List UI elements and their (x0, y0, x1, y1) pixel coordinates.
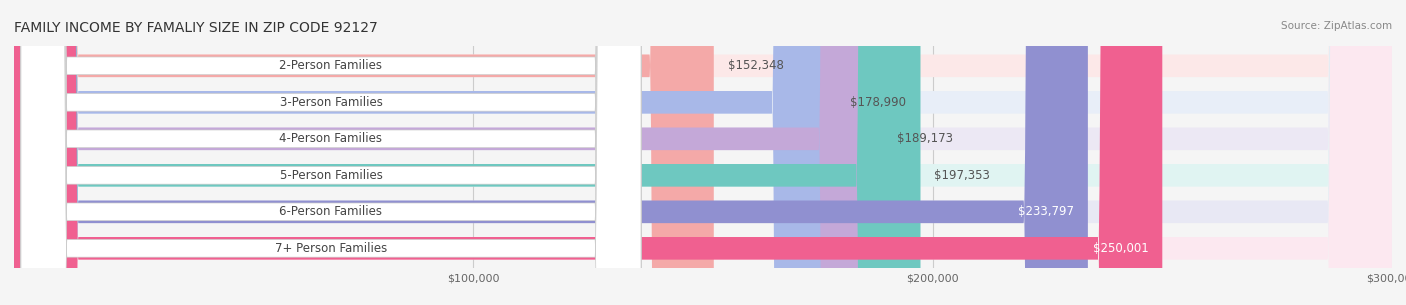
Text: $233,797: $233,797 (1018, 205, 1074, 218)
Text: 7+ Person Families: 7+ Person Families (274, 242, 387, 255)
FancyBboxPatch shape (14, 0, 1163, 305)
FancyBboxPatch shape (14, 0, 883, 305)
FancyBboxPatch shape (14, 0, 1392, 305)
FancyBboxPatch shape (14, 0, 714, 305)
Text: 6-Person Families: 6-Person Families (280, 205, 382, 218)
Text: FAMILY INCOME BY FAMALIY SIZE IN ZIP CODE 92127: FAMILY INCOME BY FAMALIY SIZE IN ZIP COD… (14, 21, 378, 35)
FancyBboxPatch shape (14, 0, 1088, 305)
FancyBboxPatch shape (14, 0, 1392, 305)
FancyBboxPatch shape (21, 0, 641, 305)
Text: 5-Person Families: 5-Person Families (280, 169, 382, 182)
FancyBboxPatch shape (14, 0, 1392, 305)
FancyBboxPatch shape (21, 0, 641, 305)
FancyBboxPatch shape (14, 0, 921, 305)
FancyBboxPatch shape (21, 0, 641, 305)
Text: $178,990: $178,990 (851, 96, 905, 109)
FancyBboxPatch shape (21, 0, 641, 305)
Text: $197,353: $197,353 (934, 169, 990, 182)
FancyBboxPatch shape (14, 0, 1392, 305)
FancyBboxPatch shape (21, 0, 641, 305)
Text: 3-Person Families: 3-Person Families (280, 96, 382, 109)
FancyBboxPatch shape (14, 0, 837, 305)
Text: Source: ZipAtlas.com: Source: ZipAtlas.com (1281, 21, 1392, 31)
Text: 4-Person Families: 4-Person Families (280, 132, 382, 145)
Text: $152,348: $152,348 (727, 59, 783, 72)
FancyBboxPatch shape (21, 0, 641, 305)
FancyBboxPatch shape (14, 0, 1392, 305)
Text: $250,001: $250,001 (1092, 242, 1149, 255)
FancyBboxPatch shape (14, 0, 1392, 305)
Text: $189,173: $189,173 (897, 132, 953, 145)
Text: 2-Person Families: 2-Person Families (280, 59, 382, 72)
